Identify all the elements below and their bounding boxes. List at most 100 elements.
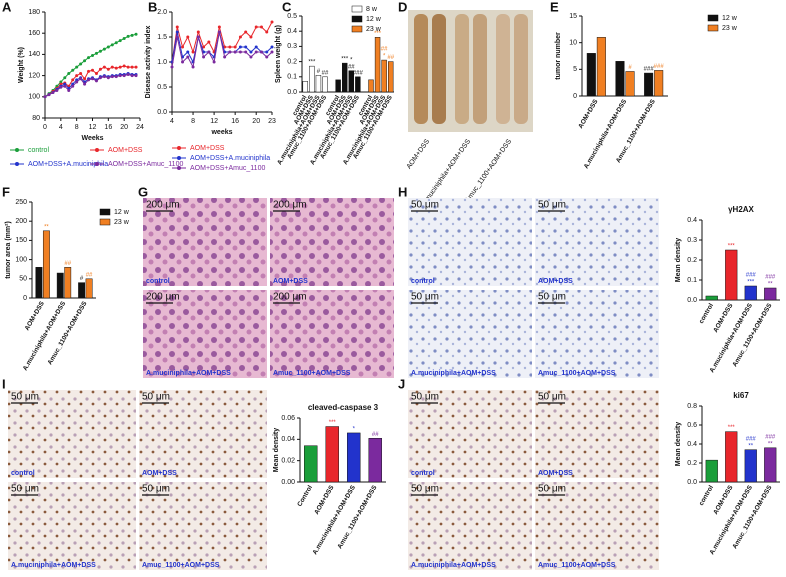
y-axis-label: Weight (%) <box>18 47 25 83</box>
series-line <box>44 65 137 98</box>
data-point <box>270 50 274 54</box>
data-point <box>207 40 211 44</box>
y-tick-label: 150 <box>15 237 27 244</box>
data-point <box>106 76 110 80</box>
bar <box>625 71 635 97</box>
data-point <box>75 80 79 84</box>
significance: ## <box>348 64 355 70</box>
bar <box>368 79 374 93</box>
panel-label: C <box>282 0 292 14</box>
legend-marker <box>177 146 181 150</box>
bar <box>644 72 654 97</box>
x-axis-label: Weeks <box>81 135 103 142</box>
data-point <box>91 77 94 81</box>
data-point <box>106 67 110 71</box>
y-tick-label: 50 <box>19 276 27 283</box>
bar <box>374 37 381 93</box>
legend-label: AOM+DSS+A.muciniphila <box>28 161 108 168</box>
bar <box>302 81 309 93</box>
x-tick-label: Amuc_1100+AOM+DSS <box>731 302 773 368</box>
micrograph-caption: AOM+DSS <box>142 470 177 477</box>
x-tick-label: 0 <box>43 124 47 131</box>
micrograph <box>143 290 267 378</box>
y-tick-label: 0.4 <box>687 441 697 448</box>
data-point <box>102 47 106 51</box>
data-point <box>126 73 130 77</box>
y-axis-label: tumor area (mm²) <box>5 221 12 279</box>
micrograph-caption: A.muciniphila+AOM+DSS <box>146 370 231 377</box>
data-point <box>217 30 221 34</box>
scale-label: 50 μm <box>538 392 566 403</box>
micrograph <box>408 290 532 378</box>
data-point <box>118 39 122 43</box>
data-point <box>170 65 174 69</box>
y-tick-label: 0.5 <box>157 84 167 91</box>
data-point <box>175 35 179 39</box>
significance: * <box>383 54 386 60</box>
legend-label: 12 w <box>366 16 382 23</box>
data-point <box>122 64 126 68</box>
data-point <box>244 30 248 34</box>
data-point <box>202 55 206 59</box>
micrograph <box>408 390 532 478</box>
bar <box>325 426 339 483</box>
legend-swatch <box>707 24 719 32</box>
significance: ### <box>746 273 757 279</box>
x-tick-label: Amuc_1100+AOM+DSS <box>731 484 773 550</box>
y-tick-label: 0.2 <box>687 257 697 264</box>
bar <box>654 70 664 97</box>
y-tick-label: 0.00 <box>281 479 295 486</box>
data-point <box>94 51 98 55</box>
data-point <box>181 45 185 49</box>
data-point <box>102 75 106 79</box>
significance: * <box>353 427 356 433</box>
panel-label: E <box>550 0 559 14</box>
micrograph-caption: control <box>146 278 170 285</box>
bar <box>309 65 315 93</box>
micrograph-caption: Amuc_1100+AOM+DSS <box>538 562 616 569</box>
significance: *** <box>329 420 337 426</box>
y-tick-label: 0.04 <box>281 436 295 443</box>
scale-label: 200 μm <box>273 200 307 211</box>
legend-swatch <box>99 218 111 226</box>
data-point <box>91 68 94 72</box>
data-point <box>59 80 63 84</box>
bar <box>322 76 328 93</box>
photo-label: Amuc_1100+AOM+DSS <box>464 138 513 204</box>
data-point <box>110 65 114 69</box>
bar <box>725 431 738 483</box>
y-tick-label: 1.0 <box>157 59 167 66</box>
y-tick-label: 160 <box>28 30 40 37</box>
legend-swatch <box>351 5 363 13</box>
data-point <box>122 37 126 40</box>
y-tick-label: 250 <box>15 199 27 206</box>
data-point <box>186 35 190 39</box>
x-tick-label: AOM+DSS <box>313 484 336 516</box>
scale-label: 50 μm <box>538 200 566 211</box>
legend-marker <box>95 148 99 152</box>
significance: ** <box>44 224 49 230</box>
x-tick-label: 23 <box>268 118 276 125</box>
data-point <box>114 75 118 79</box>
colon-photo <box>408 10 533 132</box>
data-point <box>122 74 126 78</box>
micrograph-caption: control <box>411 278 435 285</box>
x-tick-label: 20 <box>252 118 260 125</box>
y-tick-label: 0.6 <box>687 422 697 429</box>
micrograph-caption: control <box>11 470 35 477</box>
legend-label: AOM+DSS+Amuc_1100 <box>190 165 265 172</box>
bar <box>64 267 72 299</box>
micrograph-caption: AOM+DSS <box>538 470 573 477</box>
micrograph-caption: AOM+DSS <box>273 278 308 285</box>
bar <box>347 432 361 483</box>
micrograph <box>535 290 659 378</box>
significance: ** <box>768 441 773 447</box>
x-tick-label: A.muciniphila+AOM+DSS <box>22 300 68 372</box>
data-point <box>110 75 114 79</box>
micrograph-caption: AOM+DSS <box>538 278 573 285</box>
series-line <box>44 72 137 98</box>
data-point <box>75 65 79 69</box>
panel-label: F <box>2 184 10 199</box>
y-tick-label: 0.3 <box>687 237 697 244</box>
data-point <box>249 55 253 59</box>
